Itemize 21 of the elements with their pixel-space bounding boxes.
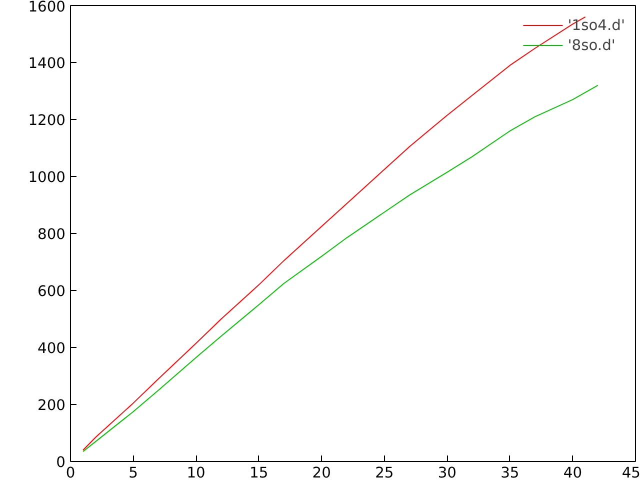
- y-tick-label: 400: [38, 340, 66, 357]
- x-tick-label: 5: [128, 464, 138, 480]
- y-tick-label: 1200: [28, 112, 66, 129]
- x-tick-label: 40: [563, 464, 582, 480]
- x-tick-label: 20: [312, 464, 331, 480]
- x-tick-label: 15: [250, 464, 268, 480]
- x-tick-label: 30: [438, 464, 456, 480]
- legend-label: '1so4.d': [568, 16, 625, 34]
- x-tick-label: 45: [622, 464, 640, 480]
- y-tick-label: 1600: [28, 0, 66, 16]
- y-tick-label: 1000: [28, 169, 66, 186]
- y-tick-label: 1400: [28, 55, 66, 72]
- x-tick-label: 35: [500, 464, 520, 480]
- x-tick-label: 10: [186, 464, 206, 480]
- y-tick-label: 600: [38, 283, 66, 300]
- y-tick-label: 200: [38, 397, 66, 414]
- line-series: [82, 84, 598, 452]
- x-tick-label: 0: [66, 464, 76, 480]
- y-tick-label: 800: [38, 226, 66, 243]
- x-tick-label: 25: [375, 464, 394, 480]
- legend-label: '8so.d': [568, 36, 616, 54]
